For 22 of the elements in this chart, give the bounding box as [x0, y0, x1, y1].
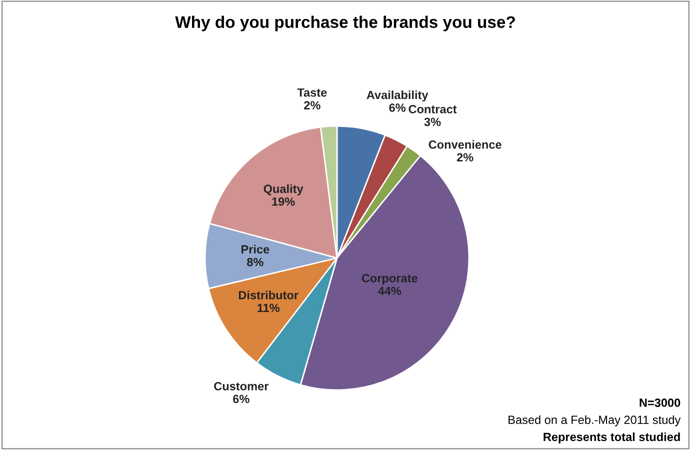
data-label: 11% [258, 304, 280, 312]
data-label: 19% [272, 197, 295, 206]
text: Represents total studied [544, 432, 680, 444]
text: Based on a Feb.-May 2011 study [508, 415, 681, 426]
slice-label: Distributor [238, 290, 298, 300]
slice-label: Availability [366, 90, 428, 102]
slice-label: Customer [214, 382, 269, 390]
data-label: 44% [378, 286, 402, 296]
chart-title: Why do you purchase the brands you use? [175, 16, 515, 32]
data-label: 2% [456, 153, 474, 162]
text: N=3000 [640, 398, 680, 407]
slice-label: Contract [408, 104, 457, 114]
slice-label: Quality [264, 184, 304, 196]
data-label: 3% [424, 118, 441, 126]
data-label: 6% [389, 104, 406, 112]
data-label: 6% [233, 394, 250, 404]
slice-label: Price [242, 244, 270, 254]
slice-label: Taste [297, 88, 327, 97]
slice-label: Corporate [362, 274, 418, 285]
slice-label: Convenience [428, 140, 502, 149]
data-label: 8% [247, 258, 264, 266]
data-label: 2% [304, 101, 320, 110]
